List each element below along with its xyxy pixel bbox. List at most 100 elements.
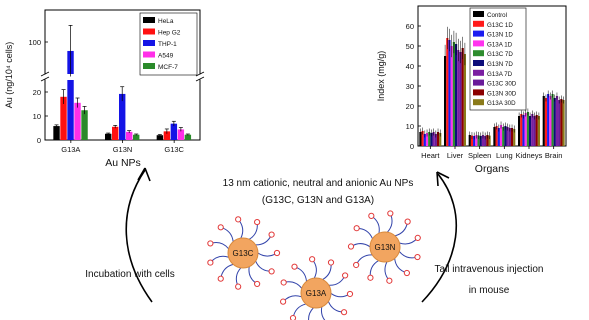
right-legend: Control G13C 1D G13N 1D G13A 1D G13C 7D G13N … [469,7,527,111]
terminal-group-G13N-1 [403,269,410,277]
bar-Brain-G13C 30D [558,100,561,146]
terminal-group-G13N-7 [368,212,375,219]
terminal-group-G13C-6 [207,240,214,247]
terminal-group-G13C-1 [268,268,275,275]
x-tick-label-Heart: Heart [421,151,440,160]
bar-G13C-THP-1 [170,123,178,140]
ligand-G13A-2 [308,307,314,320]
legend-swatch-G13C 30D [473,79,484,86]
legend-swatch-THP-1 [143,40,155,46]
terminal-group-G13C-0 [273,249,281,257]
legend-label-G13C 30D: G13C 30D [487,81,517,88]
terminal-group-G13A-9 [342,272,349,279]
bar-Spleen-G13N 30D [486,135,489,146]
legend-label-G13A 7D: G13A 7D [487,71,513,78]
bar-Heart-G13C 7D [428,132,431,146]
legend-label-G13N 1D: G13N 1D [487,32,513,39]
terminal-group-G13N-0 [414,253,421,261]
y-tick-label-100: 100 [28,38,41,47]
legend-swatch-HeLa [143,17,155,23]
bar-Spleen-G13C 30D [484,136,487,146]
terminal-group-G13C-5 [207,259,214,266]
x-tick-label-G13N: G13N [113,145,133,154]
terminal-group-G13N-9 [404,218,411,225]
right-chart-axes: Heart Liver Spleen Lung Kidneys Brain 0 10 20 30 4… [406,22,563,160]
particle-label-G13N: G13N [375,243,396,252]
legend-label-G13C 7D: G13C 7D [487,51,513,58]
y-tick-label-60: 60 [406,22,414,31]
legend-swatch-G13A 1D [473,40,484,47]
particle-G13A: G13A [280,256,354,320]
bar-Heart-G13N 7D [430,133,433,146]
bar-Liver-G13A 7D [457,50,460,146]
bar-Brain-G13C 7D [551,94,554,146]
particle-G13N: G13N [347,210,421,284]
terminal-group-G13N-6 [353,225,360,232]
particle-label-G13C: G13C [233,249,254,258]
bar-Liver-G13C 7D [452,42,455,146]
legend-label-G13A 30D: G13A 30D [487,100,516,107]
legend-label-MCF-7: MCF-7 [158,64,178,71]
y-tick-label-10: 10 [33,112,41,121]
axis-break-mark-1a [195,71,205,77]
left-chart-marks [53,25,192,140]
particle-G13C: G13C [207,216,281,290]
bar-G13N-MCF-7 [133,134,140,140]
bar-G13C-MCF-7 [184,134,192,140]
bar-Liver-G13C 30D [459,52,462,146]
bar-Liver-G13C 1D [446,38,449,146]
left-chart: G13A G13N G13C 0 10 20 100 Au (ng/10⁴ cells) A… [4,9,205,169]
bar-Heart-G13A 1D [425,133,429,146]
legend-label-G13C 1D: G13C 1D [487,22,513,29]
bar-Spleen-G13A 30D [488,135,491,146]
bar-Lung-G13A 30D [513,129,516,146]
diagram-title-line1: 13 nm cationic, neutral and anionic Au N… [223,178,414,189]
terminal-group-G13C-9 [254,218,261,226]
bar-Lung-G13A 7D [506,127,509,146]
terminal-group-G13A-0 [340,309,348,316]
y-tick-label-50: 50 [406,42,414,51]
legend-label-G13N 7D: G13N 7D [487,61,513,68]
x-tick-label-Spleen: Spleen [468,151,491,160]
y-tick-label-0: 0 [37,136,41,145]
y-tick-label-10: 10 [406,122,414,131]
legend-swatch-MCF-7 [143,63,155,69]
gold-core-G13C [227,237,259,269]
right-curved-arrow [421,173,458,303]
right-plot-frame [417,5,567,147]
bar-Kidneys-G13A 1D [524,113,527,146]
bar-Lung-Control [493,127,496,146]
bar-G13C-Hep G2 [163,131,171,140]
legend-swatch-Hep G2 [143,28,155,35]
legend-label-Control: Control [487,12,507,19]
bar-G13A-MCF-7 [81,110,88,140]
left-curved-arrow [125,169,153,303]
terminal-group-G13C-2 [254,280,261,288]
gold-core-G13A [300,277,332,309]
bar-G13C-HeLa [156,135,164,140]
terminal-group-G13A-4 [280,298,287,305]
bar-Liver-Control [444,56,447,146]
bar-G13N-A549 [126,131,133,140]
bar-Spleen-Control [468,135,471,146]
bar-Brain-G13A 7D [555,96,559,146]
terminal-group-G13A-7 [309,256,316,263]
terminal-group-G13A-10 [346,290,354,298]
right-chart: Heart Liver Spleen Lung Kidneys Brain 0 10 20 30 4… [376,5,567,175]
legend-swatch-G13C 7D [473,50,484,57]
terminal-group-G13C-3 [235,283,242,290]
right-arrow-label-1: Tail intravenous injection [435,264,544,275]
bar-Lung-G13A 1D [499,125,503,146]
right-chart-marks [419,26,565,146]
bar-Spleen-G13N 1D [473,136,476,146]
bar-G13N-THP-1 [119,93,126,140]
bar-Kidneys-G13C 1D [520,114,523,146]
bar-Kidneys-G13C 7D [526,112,529,146]
nanoparticles: G13C G13N G13A [207,210,421,320]
right-arrow-label-2: in mouse [469,285,510,296]
bar-G13A-A549 [74,102,81,140]
axis-break-mark-1b [195,76,205,82]
bar-G13A-Hep G2 [60,96,67,140]
legend-swatch-A549 [143,51,155,58]
legend-swatch-G13A 30D [473,99,484,106]
